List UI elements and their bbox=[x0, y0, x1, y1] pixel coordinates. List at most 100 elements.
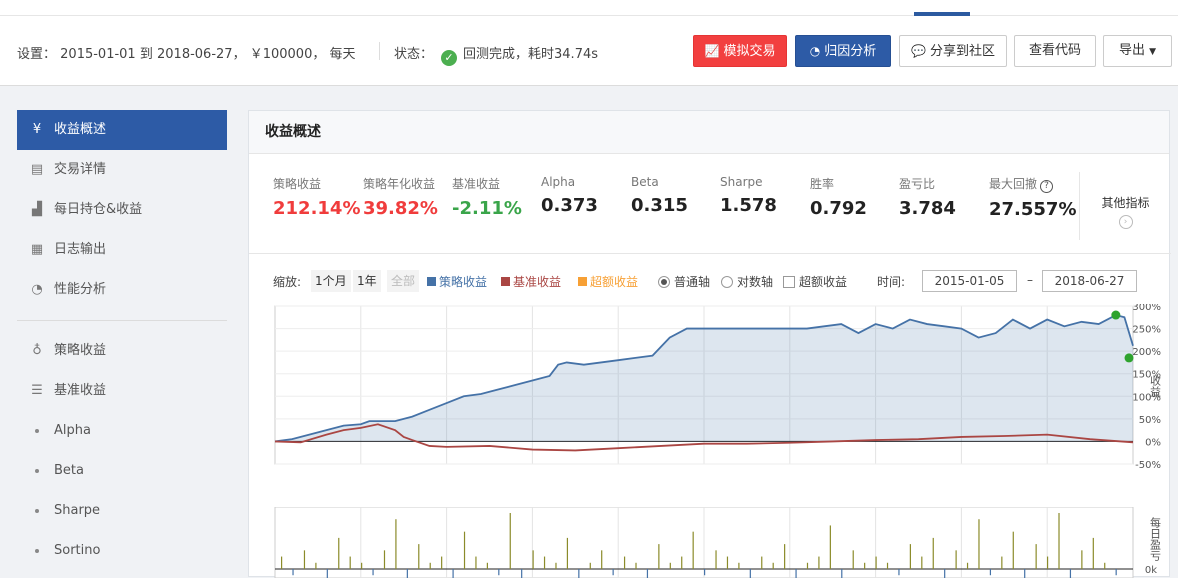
y-axis-label: 每日盈亏 bbox=[1149, 516, 1162, 562]
active-tab-indicator bbox=[914, 12, 970, 16]
metric-value: 1.578 bbox=[720, 195, 777, 216]
date-to-input[interactable]: 2018-06-27 bbox=[1042, 270, 1137, 292]
pnl-bar bbox=[1104, 562, 1106, 569]
other-metrics-button[interactable]: 其他指标 › bbox=[1079, 172, 1171, 240]
pnl-bar bbox=[486, 562, 488, 569]
sidebar-item-daily-positions[interactable]: ▟ 每日持仓&收益 bbox=[17, 190, 227, 230]
backtest-settings: 设置： 2015-01-01 到 2018-06-27， ￥100000， 每天 bbox=[17, 47, 356, 62]
sidebar-item-benchmark-returns[interactable]: ☰ 基准收益 bbox=[17, 371, 227, 411]
zoom-all-button[interactable]: 全部 bbox=[387, 270, 420, 292]
sidebar-item-label: Alpha bbox=[54, 423, 91, 438]
status-text: 回测完成，耗时34.74s bbox=[463, 47, 599, 62]
metric-value: 39.82% bbox=[363, 198, 438, 219]
pnl-bar bbox=[383, 550, 386, 569]
pnl-bar bbox=[646, 569, 649, 578]
sidebar-item-strategy-returns[interactable]: ♁ 策略收益 bbox=[17, 331, 227, 371]
share-community-button[interactable]: 💬 分享到社区 bbox=[899, 35, 1007, 67]
trend-chart-icon: 📈 bbox=[704, 44, 720, 58]
share-community-label: 分享到社区 bbox=[929, 44, 995, 59]
date-separator: – bbox=[1027, 273, 1033, 287]
pnl-bar bbox=[738, 562, 740, 569]
pnl-bar bbox=[406, 569, 408, 578]
pnl-bar bbox=[475, 556, 477, 569]
metric-value: 3.784 bbox=[899, 198, 956, 219]
pnl-bar bbox=[292, 569, 294, 576]
bullet-icon bbox=[35, 429, 39, 433]
checkbox-icon bbox=[783, 276, 795, 288]
date-from-input[interactable]: 2015-01-05 bbox=[922, 270, 1017, 292]
pnl-bar bbox=[1012, 531, 1014, 569]
attribution-analysis-button[interactable]: ◔ 归因分析 bbox=[795, 35, 891, 67]
excess-return-checkbox[interactable]: 超额收益 bbox=[783, 273, 847, 290]
pnl-bar bbox=[681, 556, 683, 569]
pnl-bar bbox=[315, 562, 317, 569]
bullet-icon bbox=[35, 509, 39, 513]
pnl-bar bbox=[418, 544, 420, 569]
pnl-bar bbox=[909, 544, 911, 569]
pnl-bar bbox=[761, 556, 763, 569]
legend-swatch bbox=[427, 277, 436, 286]
daily-pnl-chart[interactable]: 0k 每日盈亏 bbox=[273, 507, 1163, 578]
y-tick-label: 250% bbox=[1132, 325, 1161, 336]
sidebar-item-sortino[interactable]: Sortino bbox=[17, 531, 227, 571]
export-dropdown-button[interactable]: 导出 ▼ bbox=[1103, 35, 1172, 67]
pnl-bar bbox=[669, 562, 671, 569]
pnl-bar bbox=[829, 525, 831, 569]
pnl-bar bbox=[1035, 544, 1037, 569]
pnl-bar bbox=[875, 556, 877, 569]
linear-axis-radio[interactable]: 普通轴 bbox=[658, 273, 710, 290]
y-tick-label: 0k bbox=[1145, 565, 1157, 576]
view-code-label: 查看代码 bbox=[1028, 43, 1081, 58]
calendar-icon: ▦ bbox=[30, 242, 44, 257]
metric-win-rate: 胜率 0.792 bbox=[810, 175, 867, 219]
sidebar-item-label: 交易详情 bbox=[54, 162, 107, 177]
pnl-bar bbox=[578, 569, 580, 578]
metric-value: 0.315 bbox=[631, 195, 688, 216]
legend-benchmark[interactable]: 基准收益 bbox=[501, 273, 561, 290]
pnl-bar bbox=[692, 531, 694, 569]
legend-excess[interactable]: 超额收益 bbox=[578, 273, 638, 290]
pnl-bar bbox=[532, 550, 534, 569]
max-drawdown-end-marker bbox=[1124, 353, 1134, 363]
sidebar-item-performance[interactable]: ◔ 性能分析 bbox=[17, 270, 227, 310]
pnl-bar bbox=[452, 569, 454, 578]
pnl-bar bbox=[395, 519, 397, 569]
simulate-trading-button[interactable]: 📈 模拟交易 bbox=[693, 35, 787, 67]
zoom-1year-button[interactable]: 1年 bbox=[353, 270, 381, 292]
metric-label: 策略年化收益 bbox=[363, 177, 436, 191]
check-circle-icon: ✓ bbox=[441, 50, 458, 66]
zoom-1month-button[interactable]: 1个月 bbox=[311, 270, 351, 292]
metric-max-drawdown: 最大回撤? 27.557% bbox=[989, 175, 1077, 220]
sidebar-item-log-output[interactable]: ▦ 日志输出 bbox=[17, 230, 227, 270]
pie-chart-icon: ◔ bbox=[809, 44, 821, 58]
sidebar-item-overview[interactable]: ¥ 收益概述 bbox=[17, 110, 227, 150]
returns-chart[interactable]: 300% 250% 200% 150% 100% 50% 0% -50% 收益 bbox=[273, 304, 1163, 474]
sidebar-item-sharpe[interactable]: Sharpe bbox=[17, 491, 227, 531]
sidebar-item-trade-details[interactable]: ▤ 交易详情 bbox=[17, 150, 227, 190]
y-tick-label: -50% bbox=[1135, 460, 1161, 471]
attribution-analysis-label: 归因分析 bbox=[824, 44, 877, 59]
pnl-bar bbox=[1024, 569, 1026, 578]
metric-label: 盈亏比 bbox=[899, 177, 936, 191]
metric-label: Beta bbox=[631, 175, 659, 189]
help-icon[interactable]: ? bbox=[1040, 180, 1054, 193]
legend-strategy[interactable]: 策略收益 bbox=[427, 273, 487, 290]
pnl-bar bbox=[635, 562, 637, 569]
bullet-icon bbox=[35, 469, 39, 473]
sidebar-item-label: 策略收益 bbox=[54, 343, 107, 358]
metric-label: 胜率 bbox=[810, 177, 835, 191]
view-code-button[interactable]: 查看代码 bbox=[1014, 35, 1096, 67]
sidebar-item-label: 收益概述 bbox=[54, 122, 107, 137]
sidebar-item-beta[interactable]: Beta bbox=[17, 451, 227, 491]
pnl-bar bbox=[349, 556, 351, 569]
linear-axis-label: 普通轴 bbox=[674, 275, 711, 289]
pnl-bar bbox=[498, 569, 500, 576]
sidebar-item-label: Sharpe bbox=[54, 503, 101, 518]
comment-icon: 💬 bbox=[911, 44, 926, 58]
pnl-bar bbox=[978, 519, 980, 569]
sidebar-item-label: Beta bbox=[54, 463, 84, 478]
sidebar-item-alpha[interactable]: Alpha bbox=[17, 411, 227, 451]
log-axis-radio[interactable]: 对数轴 bbox=[721, 273, 773, 290]
time-label: 时间: bbox=[877, 275, 906, 289]
pnl-bar bbox=[841, 569, 843, 578]
